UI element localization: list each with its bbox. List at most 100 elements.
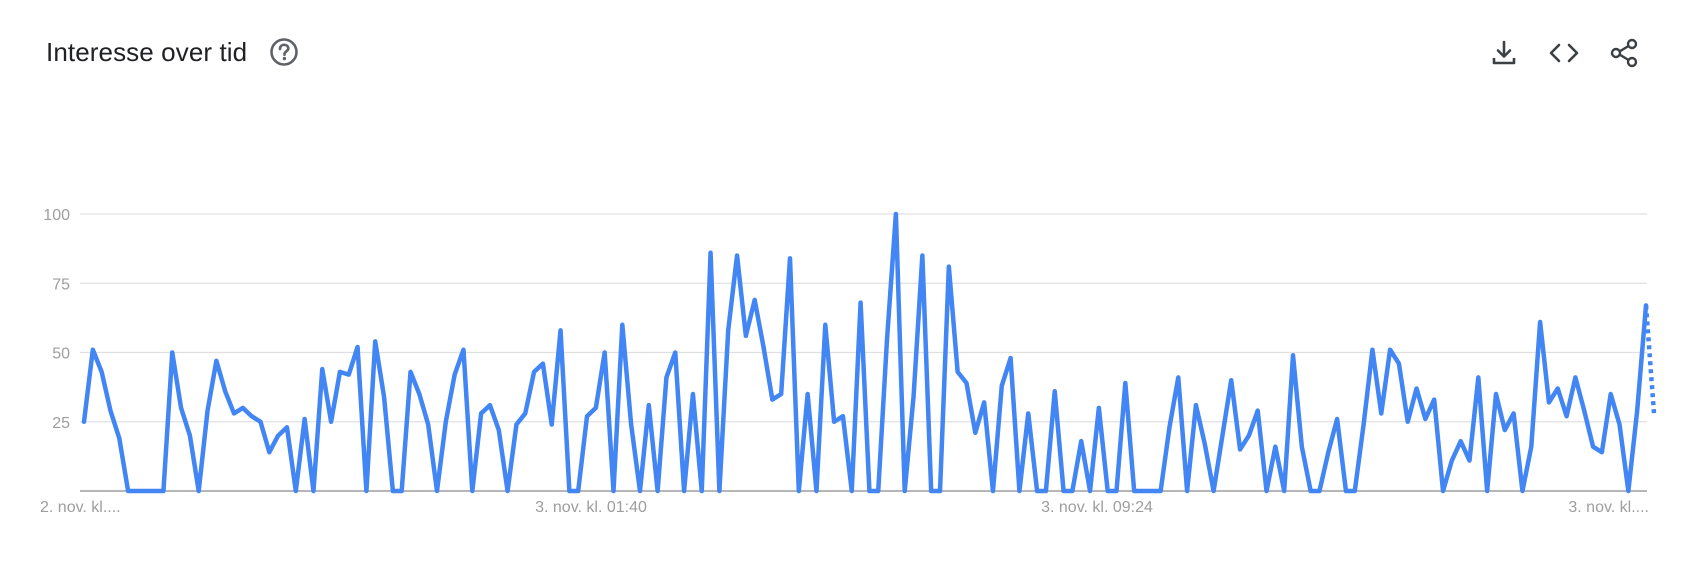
data-point[interactable] <box>991 489 995 493</box>
data-point[interactable] <box>1106 489 1110 493</box>
data-point[interactable] <box>964 381 968 385</box>
data-point[interactable] <box>1070 489 1074 493</box>
data-point[interactable] <box>1618 423 1622 427</box>
data-point[interactable] <box>585 414 589 418</box>
data-point[interactable] <box>850 489 854 493</box>
data-point[interactable] <box>223 389 227 393</box>
data-point[interactable] <box>797 489 801 493</box>
data-point[interactable] <box>276 434 280 438</box>
download-icon[interactable] <box>1485 34 1523 72</box>
data-point[interactable] <box>1450 459 1454 463</box>
data-point[interactable] <box>1635 409 1639 413</box>
data-point[interactable] <box>532 370 536 374</box>
data-point[interactable] <box>832 420 836 424</box>
data-point[interactable] <box>320 367 324 371</box>
data-point[interactable] <box>1088 489 1092 493</box>
data-point[interactable] <box>1265 489 1269 493</box>
data-point[interactable] <box>1423 417 1427 421</box>
data-point[interactable] <box>1397 362 1401 366</box>
data-point[interactable] <box>594 406 598 410</box>
data-point[interactable] <box>656 489 660 493</box>
data-point[interactable] <box>1441 489 1445 493</box>
data-point[interactable] <box>1132 489 1136 493</box>
data-point[interactable] <box>1317 489 1321 493</box>
data-point[interactable] <box>638 489 642 493</box>
data-point[interactable] <box>576 489 580 493</box>
data-point[interactable] <box>982 400 986 404</box>
data-point[interactable] <box>1044 489 1048 493</box>
data-point[interactable] <box>479 411 483 415</box>
data-point[interactable] <box>1273 445 1277 449</box>
data-point[interactable] <box>726 328 730 332</box>
data-point[interactable] <box>1000 384 1004 388</box>
data-point[interactable] <box>903 489 907 493</box>
data-point[interactable] <box>364 489 368 493</box>
data-point[interactable] <box>391 489 395 493</box>
data-point[interactable] <box>206 409 210 413</box>
data-point[interactable] <box>1556 387 1560 391</box>
data-point[interactable] <box>735 254 739 258</box>
data-point[interactable] <box>1291 353 1295 357</box>
data-point[interactable] <box>1573 375 1577 379</box>
data-point[interactable] <box>841 414 845 418</box>
data-point[interactable] <box>241 406 245 410</box>
data-point[interactable] <box>1503 428 1507 432</box>
data-point[interactable] <box>956 370 960 374</box>
data-point[interactable] <box>435 489 439 493</box>
data-point[interactable] <box>117 436 121 440</box>
data-point[interactable] <box>1459 439 1463 443</box>
data-point[interactable] <box>1097 406 1101 410</box>
data-point[interactable] <box>1309 489 1313 493</box>
data-point[interactable] <box>1220 434 1224 438</box>
data-point[interactable] <box>912 395 916 399</box>
data-point[interactable] <box>1035 489 1039 493</box>
data-point[interactable] <box>311 489 315 493</box>
data-point[interactable] <box>1362 423 1366 427</box>
data-point[interactable] <box>91 348 95 352</box>
data-point[interactable] <box>135 489 139 493</box>
data-point[interactable] <box>929 489 933 493</box>
data-point[interactable] <box>1150 489 1154 493</box>
data-point[interactable] <box>1379 411 1383 415</box>
data-point[interactable] <box>1026 411 1030 415</box>
data-point[interactable] <box>108 409 112 413</box>
data-point[interactable] <box>294 489 298 493</box>
data-point[interactable] <box>259 420 263 424</box>
data-point[interactable] <box>1159 489 1163 493</box>
data-point[interactable] <box>453 373 457 377</box>
data-point[interactable] <box>444 420 448 424</box>
data-point[interactable] <box>523 411 527 415</box>
data-point[interactable] <box>1194 403 1198 407</box>
data-point[interactable] <box>1626 489 1630 493</box>
data-point[interactable] <box>770 398 774 402</box>
data-point[interactable] <box>506 489 510 493</box>
data-point[interactable] <box>1547 400 1551 404</box>
data-point[interactable] <box>814 489 818 493</box>
data-point[interactable] <box>1529 445 1533 449</box>
data-point[interactable] <box>409 370 413 374</box>
data-point[interactable] <box>1609 392 1613 396</box>
data-point[interactable] <box>541 362 545 366</box>
data-point[interactable] <box>161 489 165 493</box>
data-point[interactable] <box>1167 425 1171 429</box>
data-point[interactable] <box>885 337 889 341</box>
data-point[interactable] <box>1582 409 1586 413</box>
data-point[interactable] <box>947 265 951 269</box>
data-point[interactable] <box>550 423 554 427</box>
data-point[interactable] <box>673 351 677 355</box>
data-point[interactable] <box>1115 489 1119 493</box>
help-circle-icon[interactable] <box>269 37 299 67</box>
data-point[interactable] <box>611 489 615 493</box>
data-point[interactable] <box>620 323 624 327</box>
data-point[interactable] <box>488 403 492 407</box>
data-point[interactable] <box>417 392 421 396</box>
data-point[interactable] <box>400 489 404 493</box>
data-point[interactable] <box>461 348 465 352</box>
data-point[interactable] <box>867 489 871 493</box>
data-point[interactable] <box>1344 489 1348 493</box>
data-point[interactable] <box>1600 450 1604 454</box>
data-point[interactable] <box>1185 489 1189 493</box>
data-point[interactable] <box>779 392 783 396</box>
data-point[interactable] <box>744 334 748 338</box>
data-point[interactable] <box>232 411 236 415</box>
